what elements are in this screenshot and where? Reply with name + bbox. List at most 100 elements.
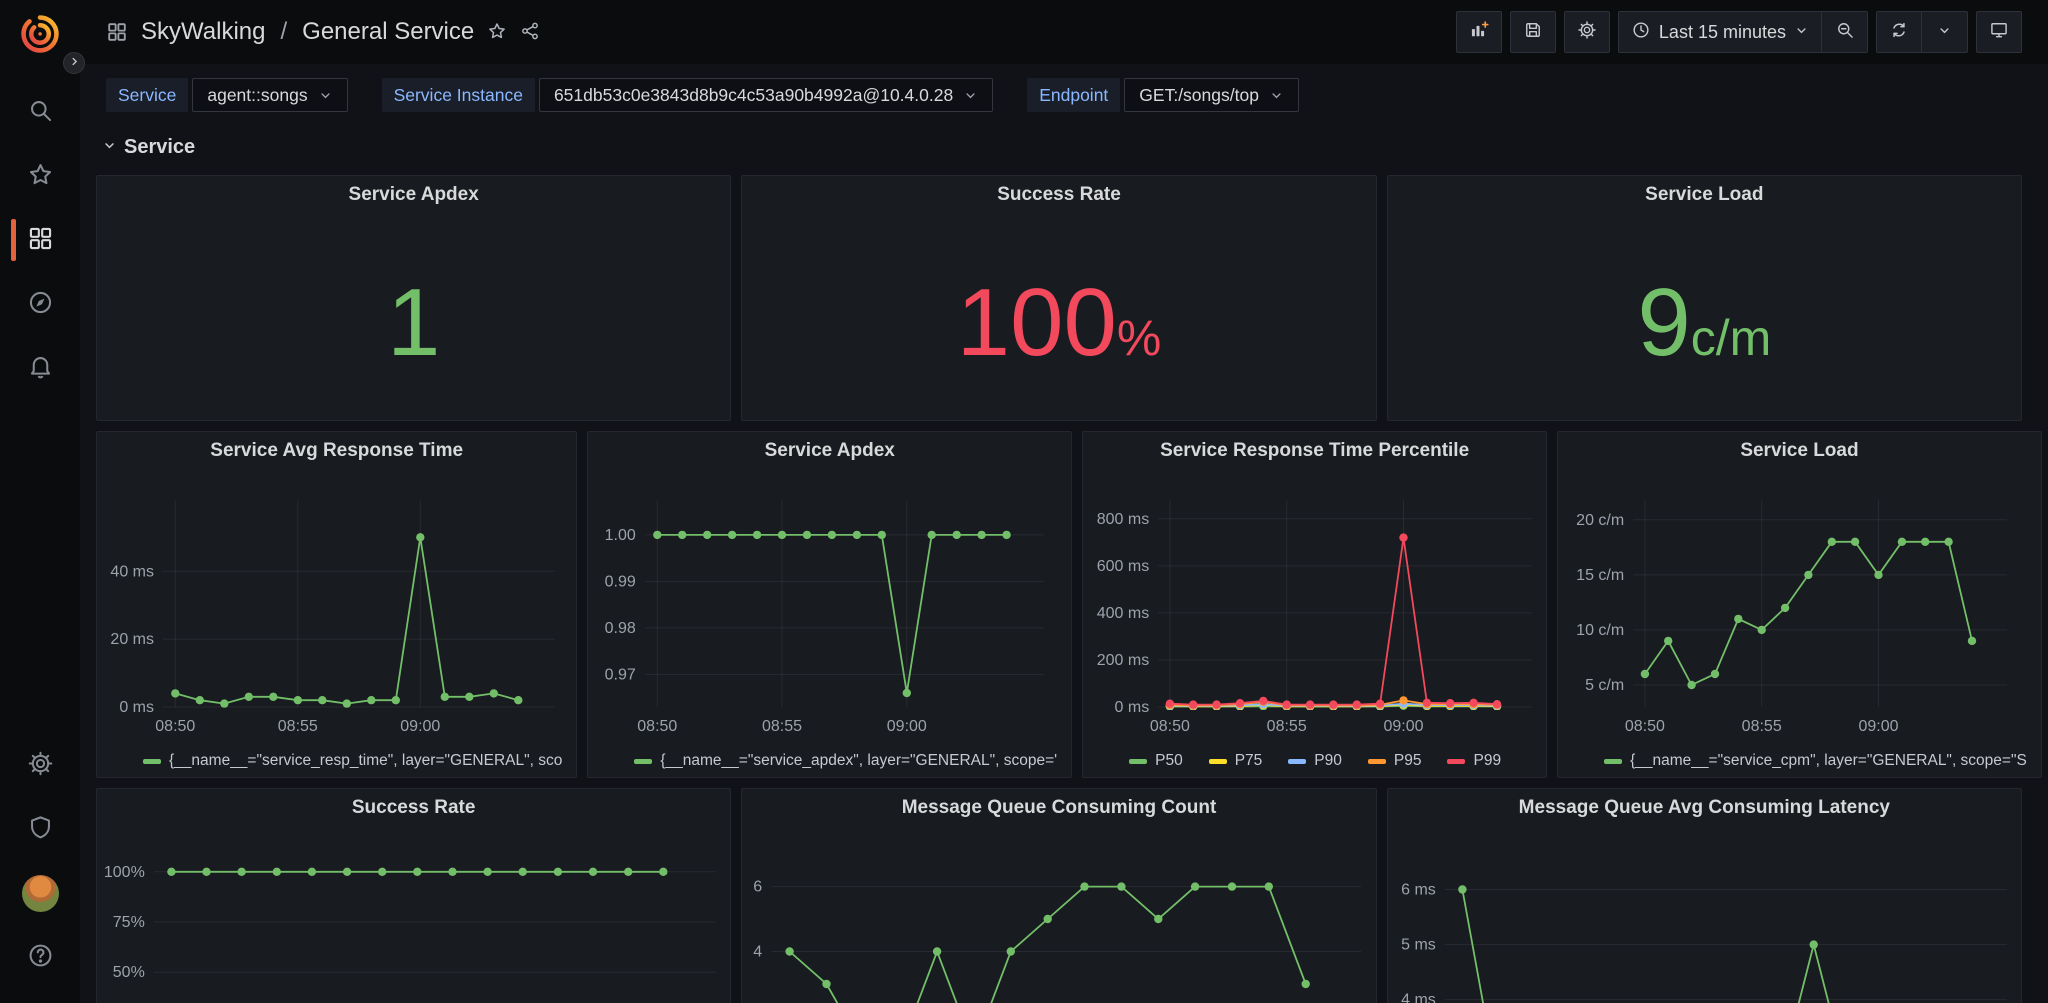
cycle-view-mode-button[interactable] <box>1976 11 2022 53</box>
sidebar-item-explore[interactable] <box>0 272 80 336</box>
chart-plot-area[interactable]: 5 c/m 10 c/m 15 c/m 20 c/m 08:50 08:55 09:00 <box>1558 470 2021 745</box>
panel-title[interactable]: Service Load <box>1645 184 1764 205</box>
panel-title[interactable]: Success Rate <box>351 797 476 818</box>
chevron-right-icon <box>68 55 81 71</box>
timeseries-chart[interactable]: 0 ms 20 ms 40 ms 08:50 08:55 09:00 {__name__="… <box>97 470 576 777</box>
variable-endpoint: Endpoint GET:/songs/top <box>1027 78 1299 112</box>
sidebar-item-help[interactable] <box>0 925 80 989</box>
panel-title[interactable]: Service Load <box>1740 440 1859 461</box>
y-axis-tick: 600 ms <box>1097 558 1149 575</box>
x-axis-tick: 09:00 <box>400 718 440 735</box>
variable-value: GET:/songs/top <box>1139 84 1259 105</box>
panel-title[interactable]: Service Avg Response Time <box>210 440 464 461</box>
panel-title[interactable]: Service Response Time Percentile <box>1160 440 1470 461</box>
x-axis-tick: 08:50 <box>1625 718 1665 735</box>
sidebar-item-alerting[interactable] <box>0 336 80 400</box>
add-panel-button[interactable] <box>1455 11 1502 53</box>
stat-body: 9 c/m <box>1388 214 2021 420</box>
y-axis-tick: 5 c/m <box>1585 677 1624 694</box>
chart-legend: {__name__="service_apdex", layer="GENERA… <box>588 745 1071 777</box>
timeseries-chart[interactable]: 0 ms 200 ms 400 ms 600 ms 800 ms 08:50 08:55 09… <box>1083 470 1546 777</box>
chart-plot-area[interactable]: 0.97 0.98 0.99 1.00 08:50 08:55 09:00 <box>588 470 1058 745</box>
legend-label: {__name__="service_cpm", layer="GENERAL"… <box>1630 752 2027 769</box>
chart-legend: {__name__="service_resp_time", layer="GE… <box>97 745 576 777</box>
row-toggle-service[interactable]: Service <box>102 136 195 159</box>
legend-label: {__name__="service_apdex", layer="GENERA… <box>660 752 1058 769</box>
chart-plot-area[interactable]: 0 ms 200 ms 400 ms 600 ms 800 ms 08:50 08:55 09… <box>1083 470 1546 745</box>
sidebar-expand-button[interactable] <box>63 52 85 74</box>
legend-item[interactable]: {__name__="service_apdex", layer="GENERA… <box>634 752 1057 770</box>
variable-service-instance-dropdown[interactable]: 651db53c0e3843d8b9c4c53a90b4992a@10.4.0.… <box>538 78 994 112</box>
panel-title[interactable]: Message Queue Consuming Count <box>901 797 1217 818</box>
dashboard-grid: Service Apdex 1 Success Rate 100% <box>96 175 2042 1003</box>
zoom-out-time-button[interactable] <box>1822 11 1868 53</box>
chart-plot-area[interactable]: 0 ms 20 ms 40 ms 08:50 08:55 09:00 <box>97 470 569 745</box>
legend-swatch <box>1129 758 1148 764</box>
panel-title[interactable]: Service Apdex <box>348 184 479 205</box>
legend-swatch <box>1447 758 1466 764</box>
share-dashboard-button[interactable] <box>520 21 540 44</box>
series-mq_consume_count <box>785 882 1311 1003</box>
star-dashboard-button[interactable] <box>487 21 507 44</box>
panel-success-rate-chart: Success Rate 50% 75% 100% <box>96 788 732 1003</box>
chevron-down-icon <box>1269 88 1284 103</box>
y-axis-tick: 0 ms <box>119 699 154 716</box>
legend-item[interactable]: {__name__="service_resp_time", layer="GE… <box>143 752 562 770</box>
clock-icon <box>1631 20 1651 45</box>
x-axis-tick: 08:55 <box>1267 718 1307 735</box>
y-axis-tick: 0 ms <box>1115 699 1150 716</box>
legend-item[interactable]: P90 <box>1288 752 1342 770</box>
panel-success-rate-stat: Success Rate 100% <box>741 175 1377 421</box>
legend-item[interactable]: P75 <box>1208 752 1262 770</box>
sidebar-item-search[interactable] <box>0 80 80 144</box>
sidebar-item-starred[interactable] <box>0 144 80 208</box>
breadcrumb-folder[interactable]: SkyWalking <box>141 18 266 45</box>
y-axis-tick: 40 ms <box>110 563 154 580</box>
stat-unit: c/m <box>1690 310 1772 366</box>
sidebar-item-dashboards[interactable] <box>0 208 80 272</box>
chevron-down-icon <box>318 88 333 103</box>
save-dashboard-button[interactable] <box>1509 11 1556 53</box>
timeseries-chart[interactable]: 50% 75% 100% <box>97 827 730 1003</box>
chevron-down-icon <box>102 136 117 159</box>
legend-swatch <box>143 758 161 764</box>
refresh-interval-dropdown[interactable] <box>1922 11 1968 53</box>
y-axis-tick: 4 <box>754 944 763 961</box>
monitor-icon <box>1989 20 2009 45</box>
timeseries-chart[interactable]: 0.97 0.98 0.99 1.00 08:50 08:55 09:00 {__name__… <box>588 470 1071 777</box>
grafana-logo[interactable] <box>17 12 63 58</box>
variable-service-instance: Service Instance 651db53c0e3843d8b9c4c53… <box>381 78 994 112</box>
refresh-button[interactable] <box>1876 11 1922 53</box>
dashboard-settings-button[interactable] <box>1563 11 1610 53</box>
variable-service-dropdown[interactable]: agent::songs <box>192 78 348 112</box>
time-range-picker[interactable]: Last 15 minutes <box>1617 11 1822 53</box>
series-service_resp_time <box>171 533 523 708</box>
y-axis-tick: 75% <box>113 914 145 931</box>
chart-plot-area[interactable]: 46 <box>742 827 1375 1003</box>
star-icon <box>27 161 54 191</box>
legend-item[interactable]: P95 <box>1367 752 1421 770</box>
timeseries-chart[interactable]: 4 ms 5 ms 6 ms <box>1388 827 2021 1003</box>
time-controls: Last 15 minutes <box>1617 11 1868 53</box>
legend-swatch <box>1367 758 1386 764</box>
legend-item[interactable]: {__name__="service_cpm", layer="GENERAL"… <box>1604 752 2027 770</box>
legend-item[interactable]: P99 <box>1447 752 1501 770</box>
timeseries-chart[interactable]: 5 c/m 10 c/m 15 c/m 20 c/m 08:50 08:55 09:00 {_… <box>1558 470 2041 777</box>
chart-plot-area[interactable]: 4 ms 5 ms 6 ms <box>1388 827 2021 1003</box>
sidebar-item-profile[interactable] <box>0 861 80 925</box>
breadcrumb-separator: / <box>280 18 288 45</box>
help-icon <box>27 942 54 972</box>
chart-plot-area[interactable]: 50% 75% 100% <box>97 827 730 1003</box>
variable-endpoint-dropdown[interactable]: GET:/songs/top <box>1124 78 1299 112</box>
stat-value: 1 <box>386 269 441 376</box>
panel-title[interactable]: Message Queue Avg Consuming Latency <box>1518 797 1890 818</box>
panel-title[interactable]: Success Rate <box>997 184 1121 205</box>
sidebar-item-server-admin[interactable] <box>0 797 80 861</box>
y-axis-tick: 1.00 <box>605 527 636 544</box>
sidebar-item-configuration[interactable] <box>0 733 80 797</box>
variable-value: agent::songs <box>207 84 308 105</box>
panel-title[interactable]: Service Apdex <box>764 440 895 461</box>
legend-item[interactable]: P50 <box>1129 752 1183 770</box>
breadcrumb-dashboard[interactable]: General Service <box>302 18 475 45</box>
